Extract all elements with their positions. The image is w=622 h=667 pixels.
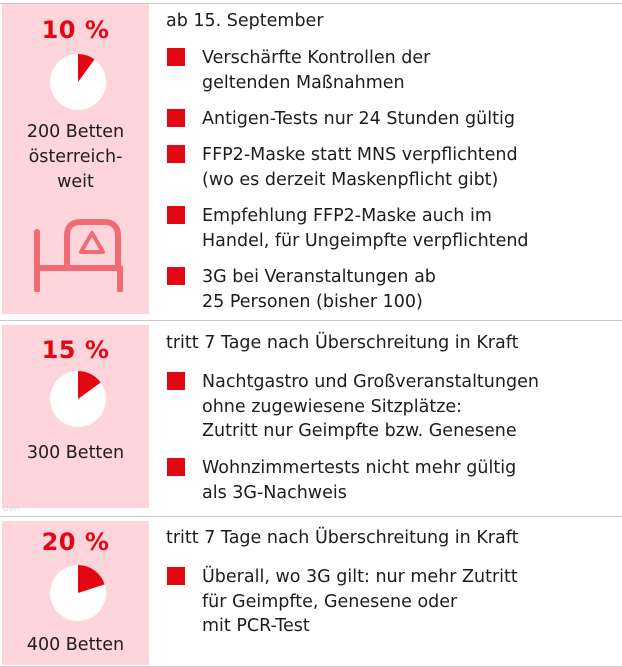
measure-text: Überall, wo 3G gilt: nur mehr Zutritt fü… [202, 565, 622, 639]
measure-text: Empfehlung FFP2-Maske auch im Handel, fü… [202, 204, 622, 253]
stage-2-panel: 15 % 300 Betten [2, 325, 149, 508]
divider [0, 320, 622, 321]
divider [0, 516, 622, 517]
stage-1-percent: 10 % [41, 16, 110, 44]
divider [0, 3, 622, 4]
measure-line: Handel, für Ungeimpfte verpflichtend [202, 230, 529, 251]
beds-line: österreich- [28, 147, 123, 167]
measure-text: FFP2-Maske statt MNS verpflichtend (wo e… [202, 143, 622, 192]
hospital-bed-icon [34, 219, 123, 292]
beds-line: 300 Betten [26, 443, 125, 463]
watermark-text: Gen [2, 504, 21, 514]
stage-1-panel: 10 % 200 Betten österreich- weit [2, 4, 149, 314]
measure-line: für Geimpfte, Genesene oder [202, 591, 458, 612]
stage-3-percent: 20 % [41, 528, 110, 556]
stage-1-pie [50, 54, 106, 110]
measure-line: mit PCR-Test [202, 616, 310, 636]
measure-line: Zutritt nur Geimpfte bzw. Genesene [202, 421, 517, 441]
measure-line: geltenden Maßnahmen [202, 72, 405, 93]
stage-2-lead: tritt 7 Tage nach Überschreitung in Kraf… [166, 333, 519, 353]
measure-text: Verschärfte Kontrollen der geltenden Maß… [202, 46, 622, 95]
pie-slice [78, 565, 105, 593]
beds-line: 200 Betten [26, 122, 125, 142]
stage-2-beds: 300 Betten [2, 441, 149, 466]
stage-3-beds: 400 Betten [2, 633, 149, 658]
measure-line: Nachtgastro und Großveranstaltungen [202, 372, 539, 392]
pie-slice [78, 54, 95, 82]
bullet-square-icon [167, 109, 185, 127]
pie-slice [78, 371, 101, 399]
bullet-square-icon [167, 48, 185, 66]
measure-line: als 3G-Nachweis [202, 482, 347, 503]
stage-1-beds: 200 Betten österreich- weit [2, 120, 149, 195]
stage-3-panel: 20 % 400 Betten [2, 521, 149, 665]
stage-3-pie [50, 565, 106, 621]
measure-line: Antigen-Tests nur 24 Stunden gültig [202, 109, 515, 129]
measure-line: (wo es derzeit Maskenpflicht gibt) [202, 169, 499, 190]
measure-line: Überall, wo 3G gilt: nur mehr Zutritt [202, 567, 518, 587]
bullet-square-icon [167, 145, 185, 163]
measure-text: Antigen-Tests nur 24 Stunden gültig [202, 107, 622, 132]
measure-line: Empfehlung FFP2-Maske auch im [202, 206, 492, 226]
bullet-square-icon [167, 567, 185, 585]
measure-text: 3G bei Veranstaltungen ab 25 Personen (b… [202, 265, 622, 314]
beds-line: 400 Betten [26, 635, 125, 655]
bullet-square-icon [167, 458, 185, 476]
bullet-square-icon [167, 372, 185, 390]
stage-2-pie [50, 371, 106, 427]
stage-2-percent: 15 % [41, 336, 110, 364]
bullet-square-icon [167, 267, 185, 285]
stage-3-lead: tritt 7 Tage nach Überschreitung in Kraf… [166, 528, 519, 548]
stage-1-lead: ab 15. September [166, 11, 324, 31]
measure-text: Nachtgastro und Großveranstaltungen ohne… [202, 370, 622, 444]
bullet-square-icon [167, 206, 185, 224]
measure-text: Wohnzimmertests nicht mehr gültig als 3G… [202, 456, 622, 505]
measure-line: Verschärfte Kontrollen der [202, 48, 431, 68]
measure-line: 3G bei Veranstaltungen ab [202, 267, 436, 287]
measure-line: 25 Personen (bisher 100) [202, 291, 423, 312]
beds-line: weit [57, 172, 94, 192]
measure-line: Wohnzimmertests nicht mehr gültig [202, 458, 517, 478]
measure-line: FFP2-Maske statt MNS verpflichtend [202, 145, 518, 165]
measure-line: ohne zugewiesene Sitzplätze: [202, 396, 463, 417]
